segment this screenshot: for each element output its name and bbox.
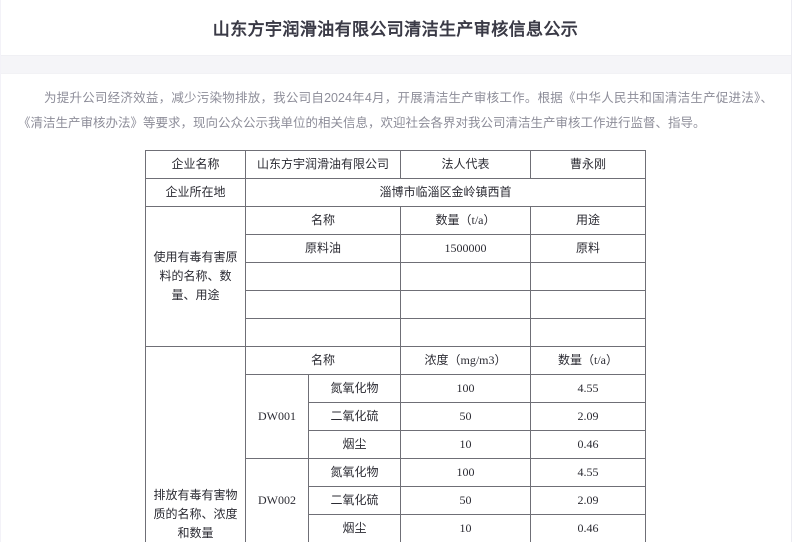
materials-header-name: 名称 <box>244 206 402 235</box>
pollutant-concentration: 50 <box>400 402 531 431</box>
material-quantity <box>400 290 531 319</box>
intro-section: 为提升公司经济效益，减少污染物排放，我公司自2024年4月，开展清洁生产审核工作… <box>0 74 791 136</box>
disclosure-table-body: 企业名称 山东方宇润滑油有限公司 法人代表 曹永刚 企业所在地 淄博市临淄区金岭… <box>144 150 647 542</box>
table-row-company-location: 企业所在地 淄博市临淄区金岭镇西首 <box>144 178 647 207</box>
material-name <box>244 290 402 319</box>
material-usage <box>530 290 646 319</box>
outlet-code: DW001 <box>244 374 309 459</box>
table-row-material: 原料油 1500000 原料 <box>145 234 646 263</box>
emissions-section-label: 排放有毒有害物质的名称、浓度和数量 <box>144 346 246 542</box>
material-usage <box>530 262 646 291</box>
page-left-rule <box>0 0 1 542</box>
pollutant-name: 烟尘 <box>307 514 402 542</box>
material-quantity: 1500000 <box>400 234 531 263</box>
table-row-pollutant: 烟尘 10 0.46 <box>145 514 646 542</box>
pollutant-quantity: 4.55 <box>530 374 646 403</box>
pollutant-concentration: 100 <box>400 458 531 487</box>
materials-section-label: 使用有毒有害原料的名称、数量、用途 <box>144 206 246 347</box>
intro-paragraph: 为提升公司经济效益，减少污染物排放，我公司自2024年4月，开展清洁生产审核工作… <box>18 91 773 130</box>
pollutant-quantity: 0.46 <box>530 514 646 542</box>
pollutant-concentration: 100 <box>400 374 531 403</box>
table-row-materials-header: 使用有毒有害原料的名称、数量、用途 名称 数量（t/a） 用途 <box>144 206 646 347</box>
emissions-header-concentration: 浓度（mg/m3） <box>400 346 531 375</box>
material-name: 原料油 <box>244 234 402 263</box>
page-title: 山东方宇润滑油有限公司清洁生产审核信息公示 <box>212 20 579 39</box>
pollutant-quantity: 0.46 <box>530 430 646 459</box>
emissions-header-name: 名称 <box>244 346 402 375</box>
pollutant-name: 氮氧化物 <box>307 458 402 487</box>
title-bar: 山东方宇润滑油有限公司清洁生产审核信息公示 <box>0 0 791 55</box>
company-name-label: 企业名称 <box>144 150 246 179</box>
material-usage <box>530 318 646 347</box>
company-location-value: 淄博市临淄区金岭镇西首 <box>244 178 647 207</box>
materials-header-usage: 用途 <box>530 206 646 235</box>
table-row-pollutant: 二氧化硫 50 2.09 <box>145 402 646 431</box>
pollutant-quantity: 2.09 <box>530 402 646 431</box>
material-quantity <box>400 318 531 347</box>
company-location-label: 企业所在地 <box>144 178 246 207</box>
legal-rep-label: 法人代表 <box>400 150 531 179</box>
material-name <box>244 318 402 347</box>
pollutant-concentration: 50 <box>400 486 531 515</box>
table-row-material <box>145 290 646 319</box>
pollutant-quantity: 4.55 <box>530 458 646 487</box>
pollutant-concentration: 10 <box>400 430 531 459</box>
table-row-pollutant: DW001 氮氧化物 100 4.55 <box>145 374 646 459</box>
table-row-pollutant: 烟尘 10 0.46 <box>145 430 646 459</box>
materials-header-quantity: 数量（t/a） <box>400 206 531 235</box>
outlet-code: DW002 <box>244 458 309 542</box>
disclosure-table: 企业名称 山东方宇润滑油有限公司 法人代表 曹永刚 企业所在地 淄博市临淄区金岭… <box>144 150 647 542</box>
table-row-material <box>145 262 646 291</box>
pollutant-concentration: 10 <box>400 514 531 542</box>
material-name <box>244 262 402 291</box>
pollutant-quantity: 2.09 <box>530 486 646 515</box>
pollutant-name: 烟尘 <box>307 430 402 459</box>
material-quantity <box>400 262 531 291</box>
company-name-value: 山东方宇润滑油有限公司 <box>244 150 402 179</box>
header-separator-band <box>0 55 791 74</box>
table-row-company-name: 企业名称 山东方宇润滑油有限公司 法人代表 曹永刚 <box>144 150 646 179</box>
table-row-emissions-header: 排放有毒有害物质的名称、浓度和数量 名称 浓度（mg/m3） 数量（t/a） <box>144 346 646 542</box>
material-usage: 原料 <box>530 234 646 263</box>
legal-rep-value: 曹永刚 <box>530 150 646 179</box>
pollutant-name: 二氧化硫 <box>307 402 402 431</box>
emissions-header-quantity: 数量（t/a） <box>530 346 646 375</box>
pollutant-name: 二氧化硫 <box>307 486 402 515</box>
pollutant-name: 氮氧化物 <box>307 374 402 403</box>
table-row-pollutant: DW002 氮氧化物 100 4.55 <box>145 458 646 542</box>
info-table-wrap: 企业名称 山东方宇润滑油有限公司 法人代表 曹永刚 企业所在地 淄博市临淄区金岭… <box>0 150 791 542</box>
